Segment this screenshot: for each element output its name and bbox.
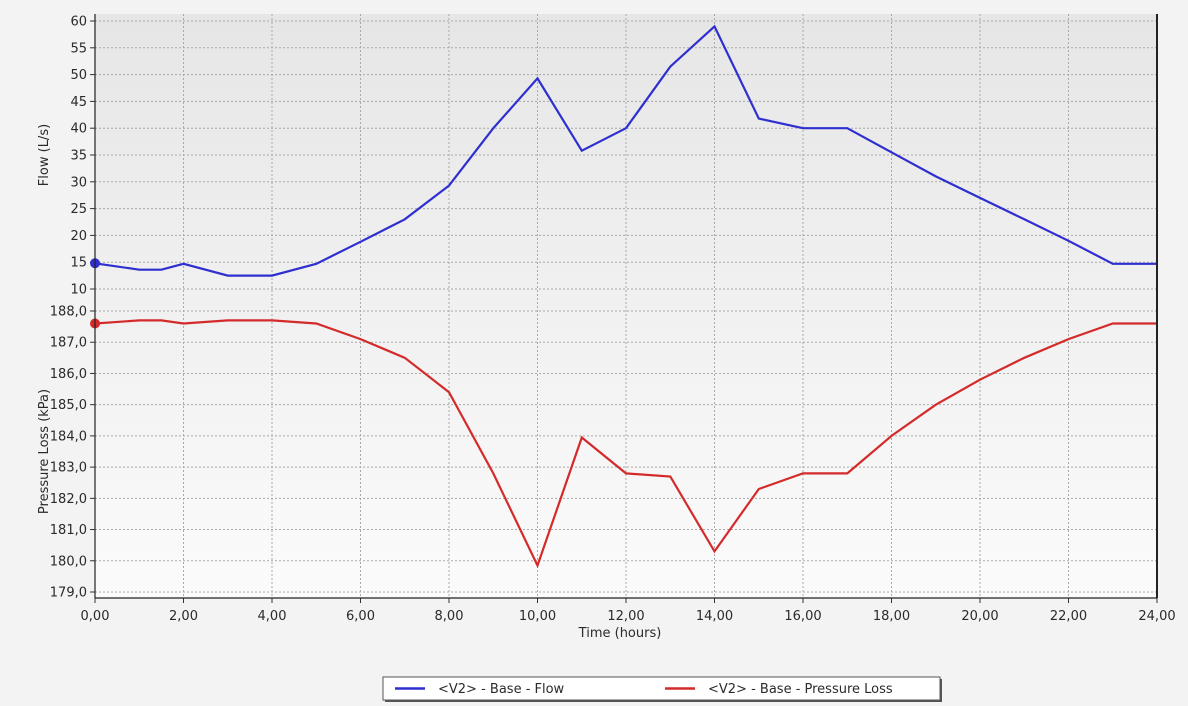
y-tick-label: 185,0 [50, 398, 87, 413]
y-tick-label: 45 [70, 95, 87, 110]
x-tick-label: 16,00 [784, 609, 821, 624]
x-tick-label: 12,00 [607, 609, 644, 624]
legend-box [382, 676, 941, 701]
y-tick-label: 55 [70, 41, 87, 56]
y-tick-label: 50 [70, 68, 87, 83]
y-tick-label: 186,0 [50, 367, 87, 382]
legend-label: <V2> - Base - Pressure Loss [708, 682, 893, 697]
x-tick-label: 18,00 [873, 609, 910, 624]
y-tick-label: 10 [70, 283, 87, 298]
y-tick-label: 187,0 [50, 336, 87, 351]
x-tick-label: 2,00 [169, 609, 198, 624]
y-tick-label: 181,0 [50, 523, 87, 538]
x-tick-label: 24,00 [1138, 609, 1175, 624]
y-tick-label: 182,0 [50, 492, 87, 507]
y-tick-label: 30 [70, 175, 87, 190]
x-tick-label: 8,00 [435, 609, 464, 624]
x-tick-label: 22,00 [1050, 609, 1087, 624]
x-tick-label: 14,00 [696, 609, 733, 624]
legend: <V2> - Base - Flow <V2> - Base - Pressure… [382, 676, 941, 701]
y-tick-label: 15 [70, 256, 87, 271]
x-tick-label: 20,00 [961, 609, 998, 624]
series-line [94, 24, 1157, 277]
y-tick-label: 188,0 [50, 305, 87, 320]
legend-label: <V2> - Base - Flow [438, 682, 565, 697]
y-tick-label: 179,0 [50, 586, 87, 601]
x-axis-title: Time (hours) [578, 626, 662, 641]
y-tick-label: 60 [70, 15, 87, 30]
y-tick-label: 20 [70, 229, 87, 244]
y-tick-label: 35 [70, 149, 87, 164]
x-tick-label: 6,00 [346, 609, 375, 624]
y-tick-label: 40 [70, 122, 87, 137]
y-axis-title: Pressure Loss (kPa) [37, 389, 52, 514]
y-tick-label: 180,0 [50, 554, 87, 569]
y-axis-title: Flow (L/s) [37, 124, 52, 186]
y-tick-label: 183,0 [50, 461, 87, 476]
y-tick-label: 25 [70, 202, 87, 217]
x-tick-label: 10,00 [519, 609, 556, 624]
x-tick-label: 0,00 [81, 609, 110, 624]
x-tick-label: 4,00 [258, 609, 287, 624]
series-line [94, 319, 1157, 569]
y-tick-label: 184,0 [50, 429, 87, 444]
